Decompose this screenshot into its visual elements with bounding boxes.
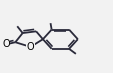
Text: O: O [2, 39, 10, 49]
Text: O: O [26, 42, 34, 52]
